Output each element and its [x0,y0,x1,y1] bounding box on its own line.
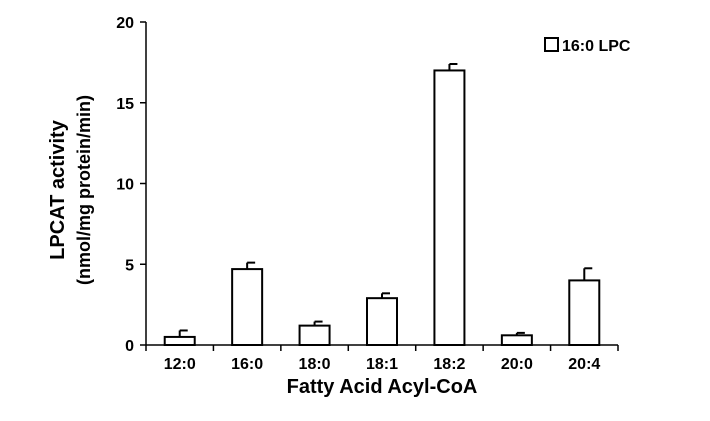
bar [366,297,398,347]
bar [568,279,601,346]
bar [500,334,533,346]
x-tick-label: 16:0 [231,356,263,373]
bar [298,324,331,346]
x-tick-label: 20:4 [568,356,600,373]
x-tick-label: 18:2 [433,356,465,373]
x-tick-label: 18:1 [366,356,398,373]
bar [231,268,264,346]
bar-series [163,69,601,347]
y-tick-label: 15 [116,96,134,113]
y-tick-label: 0 [125,338,134,355]
x-axis: 12:0 16:0 18:0 18:1 18:2 20:0 20:4 [145,344,619,373]
legend: 16:0 LPC [544,37,631,55]
x-tick-label: 18:0 [299,356,331,373]
bar [433,69,466,346]
legend-label: 16:0 LPC [562,38,631,55]
y-tick-label: 10 [116,177,134,194]
y-axis: 0 5 10 15 20 [116,15,147,355]
x-tick-label: 12:0 [164,356,196,373]
bar [163,335,196,346]
y-tick-label: 5 [125,257,134,274]
y-axis-title-line-1: LPCAT activity [47,119,69,260]
error-bars [178,62,593,337]
x-axis-title: Fatty Acid Acyl-CoA [287,376,478,398]
y-axis-title-line-2: (nmol/mg protein/min) [74,95,94,285]
x-tick-label: 20:0 [501,356,533,373]
legend-swatch [544,37,559,52]
y-tick-label: 20 [116,15,134,32]
y-axis-title: LPCAT activity (nmol/mg protein/min) [47,95,94,285]
